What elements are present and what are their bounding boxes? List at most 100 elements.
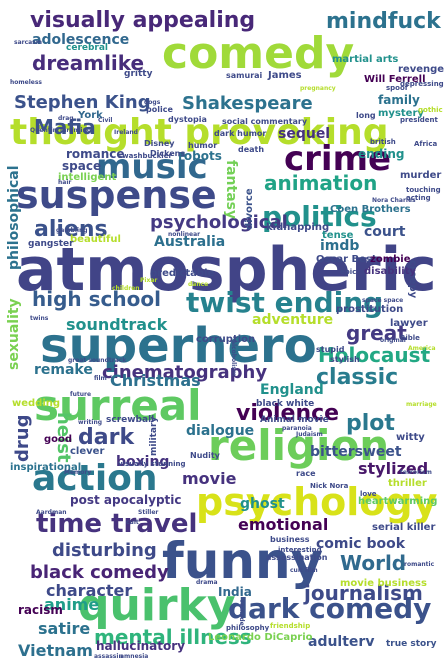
word-race: race — [296, 469, 316, 478]
word-black-comedy: black comedy — [30, 562, 169, 583]
word-high-school: high school — [32, 287, 161, 311]
word-nick-nora: Nick Nora — [310, 482, 349, 490]
word-disney: Disney — [144, 139, 175, 148]
word-james: James — [267, 70, 302, 81]
word-romantic: romantic — [404, 561, 435, 568]
word-good: good — [44, 434, 72, 445]
word-drag: drag — [58, 115, 74, 122]
word-movie: movie — [182, 469, 237, 488]
word-world: World — [340, 551, 406, 575]
word-fantasy: fantasy — [223, 160, 239, 219]
word-thriller: thriller — [388, 478, 427, 489]
word-dystopia: dystopia — [168, 115, 207, 124]
word-aliens: aliens — [34, 217, 108, 242]
word-family: family — [378, 93, 420, 107]
word-murder: murder — [400, 170, 441, 181]
word-children: children — [112, 285, 140, 292]
word-love: love — [360, 490, 377, 498]
word-friendship: friendship — [270, 622, 310, 630]
word-stylish: stylish — [330, 355, 360, 364]
word-civil: Civil — [98, 117, 112, 124]
word-depressing: depressing — [400, 80, 444, 88]
word-terrorism: terrorism — [400, 469, 432, 476]
word-leonardo-dicaprio: Leonardo DiCaprio — [208, 632, 313, 643]
word-satire: satire — [38, 619, 90, 638]
word-adolescence: adolescence — [32, 32, 129, 48]
word-music: music — [96, 147, 208, 187]
word-heist: heist — [53, 412, 74, 463]
word-crime: crime — [284, 139, 391, 179]
word-cult: cult — [126, 519, 139, 526]
word-samurai: samurai — [226, 71, 263, 80]
word-epic: epic — [340, 268, 356, 276]
word-assassin: assassin — [94, 653, 123, 660]
word-america: America — [408, 345, 436, 352]
word-dark-humor: dark humor — [214, 129, 266, 138]
word-atmospheric: atmospheric — [16, 235, 437, 305]
word-drama: drama — [196, 579, 218, 586]
word-remade: remade — [238, 600, 245, 626]
word-cinematography: cinematography — [102, 362, 267, 383]
word-dickens: Dickens — [150, 149, 185, 158]
word-anime: anime — [44, 595, 99, 614]
word-heartwarming: heartwarming — [358, 496, 437, 507]
word-journalism: journalism — [303, 581, 423, 605]
word-christmas: Christmas — [110, 371, 201, 390]
word-stupid: stupid — [316, 345, 345, 354]
words-layer: atmospheric funny superhero comedy thoug… — [6, 8, 444, 660]
word-adultery: adulterv — [308, 634, 374, 650]
word-remake: remake — [34, 362, 93, 378]
word-stiller: Stiller — [138, 509, 158, 516]
word-martial-arts: martial arts — [332, 54, 398, 65]
word-prostitution: prostitution — [336, 304, 403, 315]
word-police: police — [146, 105, 173, 114]
word-pixar: Pixar — [140, 277, 157, 284]
word-court: court — [364, 224, 406, 240]
word-dreamlike: dreamlike — [32, 51, 144, 75]
word-mafia: Mafia — [34, 115, 96, 139]
word-quentin-tarantino: Quentin Tarantino — [30, 127, 91, 134]
word-space: space — [62, 159, 101, 173]
word-gambling: gambling — [56, 227, 88, 234]
word-adventure: adventure — [252, 312, 333, 328]
word-england: England — [260, 382, 324, 398]
word-writing: writing — [78, 419, 102, 426]
word-comedy: comedy — [162, 28, 354, 79]
word-aardman: Aardman — [36, 509, 67, 516]
word-clever: clever — [70, 446, 104, 457]
word-film: film — [94, 375, 107, 382]
word-stephen-king: Stephen King — [14, 92, 151, 113]
word-witty: witty — [396, 432, 425, 443]
word-mental-illness: mental illness — [94, 625, 252, 649]
word-dark-comedy: dark comedy — [228, 592, 431, 625]
word-divorce: divorce — [244, 188, 255, 230]
word-soundtrack: soundtrack — [66, 315, 168, 334]
word-coen-brothers: Coen Brothers — [330, 204, 411, 215]
word-mystery: mystery — [378, 108, 424, 119]
word-romance: romance — [66, 147, 125, 161]
word-philosophy: philosophy — [226, 624, 270, 632]
word-dance: dance — [188, 281, 208, 288]
word-revenge: revenge — [398, 64, 444, 75]
word-interesting: interesting — [278, 546, 322, 554]
word-homeless: homeless — [10, 79, 42, 86]
word-dialogue: dialogue — [186, 423, 254, 439]
word-character: character — [46, 581, 132, 600]
word-emotional: emotional — [238, 515, 328, 534]
word-animal-movie: Animal movie — [260, 415, 329, 425]
word-psychological: psychological — [150, 212, 288, 233]
word-holocaust: Holocaust — [318, 343, 431, 367]
word-beautiful: beautiful — [70, 234, 121, 245]
word-judaism: Judaism — [295, 431, 323, 438]
word-cerebral: cerebral — [66, 43, 108, 53]
word-robots: robots — [178, 149, 222, 163]
word-screwball: screwball — [106, 415, 154, 425]
word-great-soundtrack: great soundtrack — [68, 357, 127, 364]
word-drug: drug — [12, 415, 33, 462]
word-twins: twins — [30, 315, 49, 322]
word-australia: Australia — [154, 234, 225, 250]
word-sexuality: sexuality — [6, 298, 22, 370]
word-comic-book: comic book — [316, 536, 406, 552]
word-politics: politics — [262, 200, 377, 233]
